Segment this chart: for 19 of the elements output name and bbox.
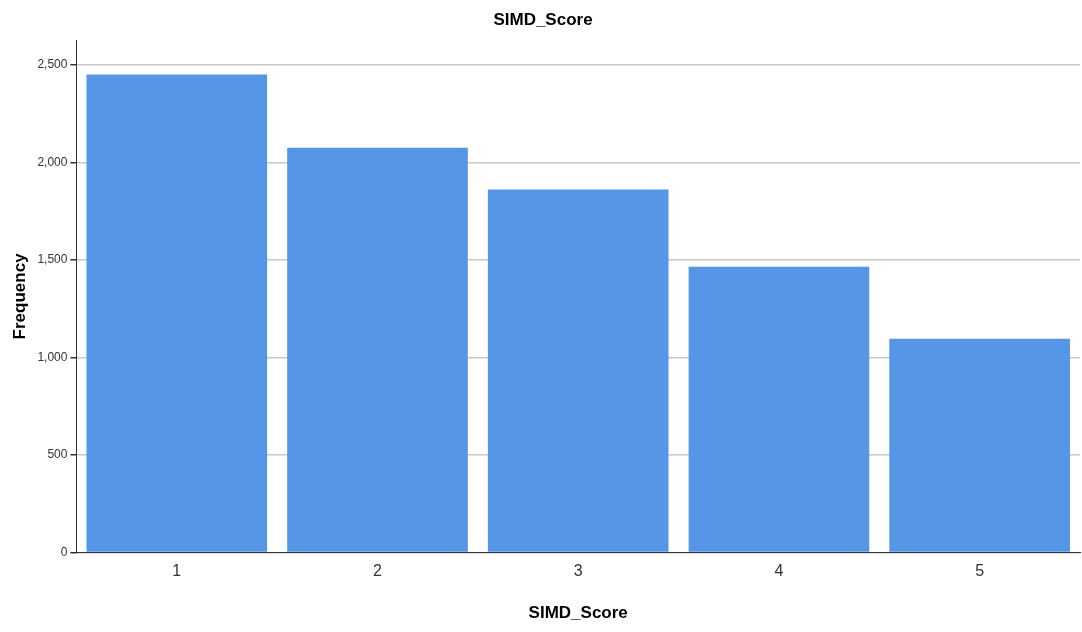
x-tick-label: 2 bbox=[373, 562, 383, 580]
y-tick-label: 500 bbox=[47, 447, 68, 462]
y-tick-label: 1,500 bbox=[37, 252, 68, 267]
x-tick-label: 5 bbox=[975, 562, 985, 580]
x-tick-label: 3 bbox=[573, 562, 583, 580]
chart-title: SIMD_Score bbox=[493, 9, 593, 29]
y-tick-label: 2,000 bbox=[37, 154, 68, 169]
bar bbox=[487, 189, 669, 552]
bar bbox=[86, 74, 268, 552]
y-tick-label: 0 bbox=[60, 544, 68, 559]
x-tick-label: 1 bbox=[172, 562, 182, 580]
y-tick-label: 2,500 bbox=[37, 57, 68, 72]
bar bbox=[688, 266, 870, 552]
y-axis-title: Frequency bbox=[9, 252, 29, 340]
bar bbox=[287, 147, 468, 552]
x-axis-title: SIMD_Score bbox=[528, 603, 628, 623]
y-tick-label: 1,000 bbox=[37, 349, 68, 364]
x-tick-label: 4 bbox=[774, 562, 784, 580]
bar bbox=[889, 338, 1070, 552]
